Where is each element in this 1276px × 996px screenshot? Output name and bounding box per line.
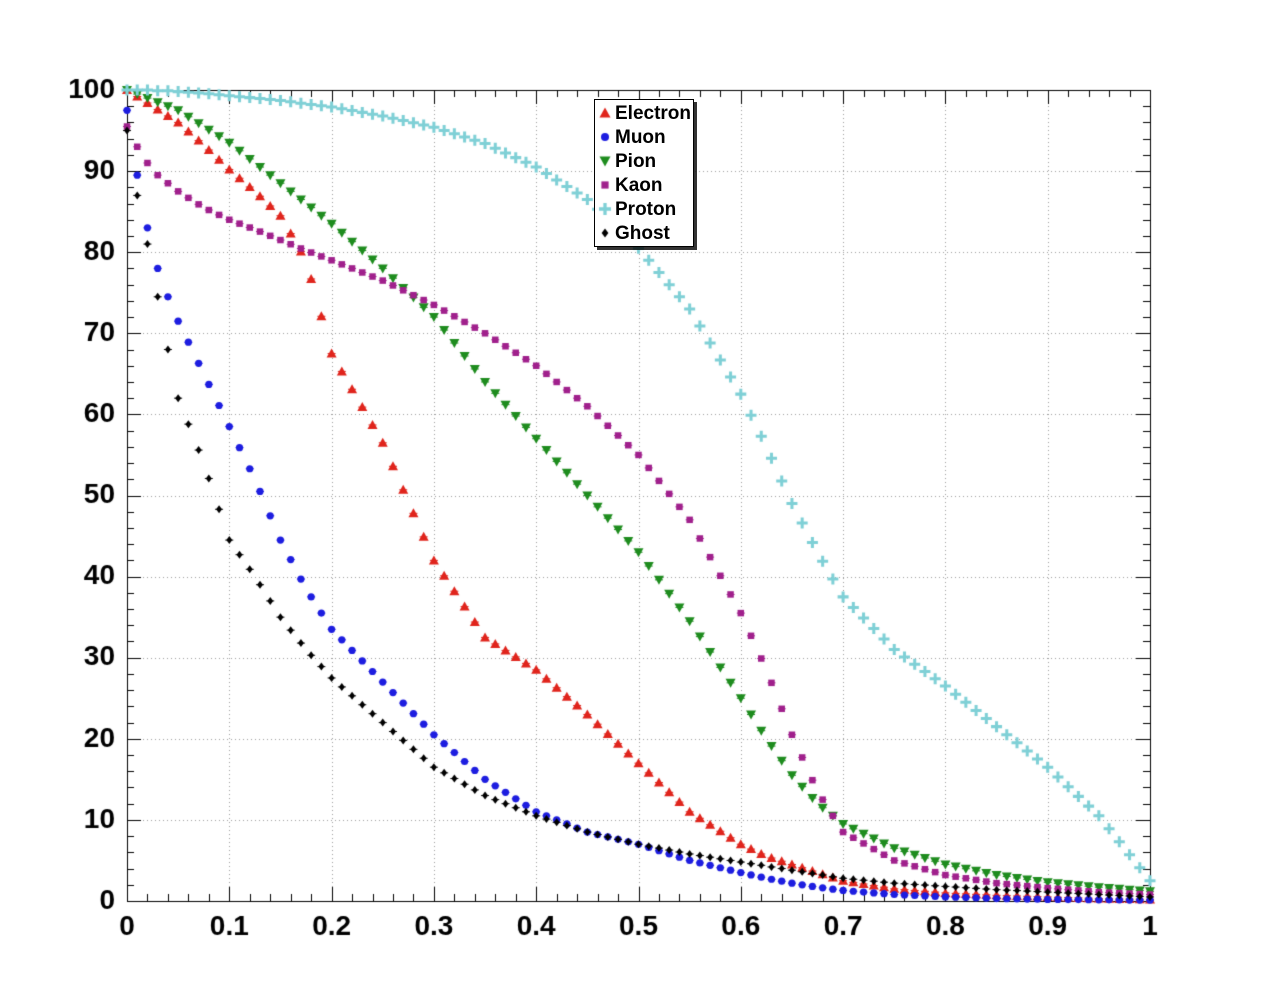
legend-entry-proton: Proton (595, 197, 693, 221)
legend-entry-ghost: Ghost (595, 221, 693, 245)
electron-marker-icon (595, 104, 615, 122)
legend-entry-muon: Muon (595, 125, 693, 149)
legend-label-pion: Pion (615, 150, 657, 172)
legend-label-electron: Electron (615, 102, 692, 124)
pion-marker-icon (595, 152, 615, 170)
proton-marker-icon (595, 200, 615, 218)
legend-label-ghost: Ghost (615, 222, 670, 244)
muon-marker-icon (595, 128, 615, 146)
legend: Electron Muon Pion Kaon Proton Ghost (594, 99, 694, 247)
kaon-marker-icon (595, 176, 615, 194)
legend-label-kaon: Kaon (615, 174, 663, 196)
legend-entry-electron: Electron (595, 101, 693, 125)
legend-entry-pion: Pion (595, 149, 693, 173)
legend-label-proton: Proton (615, 198, 677, 220)
ghost-marker-icon (595, 224, 615, 242)
legend-entry-kaon: Kaon (595, 173, 693, 197)
legend-label-muon: Muon (615, 126, 666, 148)
